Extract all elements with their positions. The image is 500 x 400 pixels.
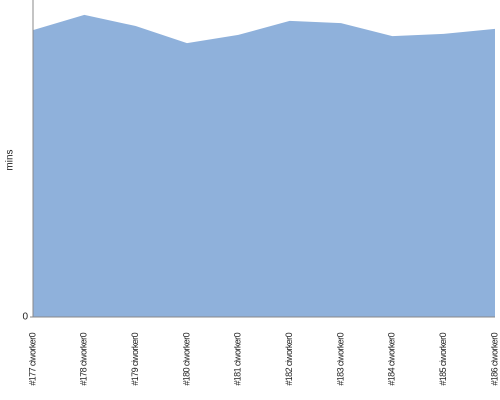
x-tick-label: #181 ciworker0 [233,332,243,385]
y-tick-label: 0 [22,312,28,323]
x-tick-label: #178 ciworker0 [79,332,89,385]
x-tick-label: #185 ciworker0 [438,332,448,385]
x-tick-label: #177 ciworker0 [27,332,37,385]
x-tick-label: #182 ciworker0 [284,332,294,385]
x-tick-label: #184 ciworker0 [387,332,397,385]
y-axis-label: mins [5,149,16,170]
area [33,14,495,318]
x-tick-label: #180 ciworker0 [181,332,191,385]
x-tick-label: #186 ciworker0 [489,332,499,385]
x-tick-label: #179 ciworker0 [130,332,140,385]
x-tick-label: #183 ciworker0 [335,332,345,385]
